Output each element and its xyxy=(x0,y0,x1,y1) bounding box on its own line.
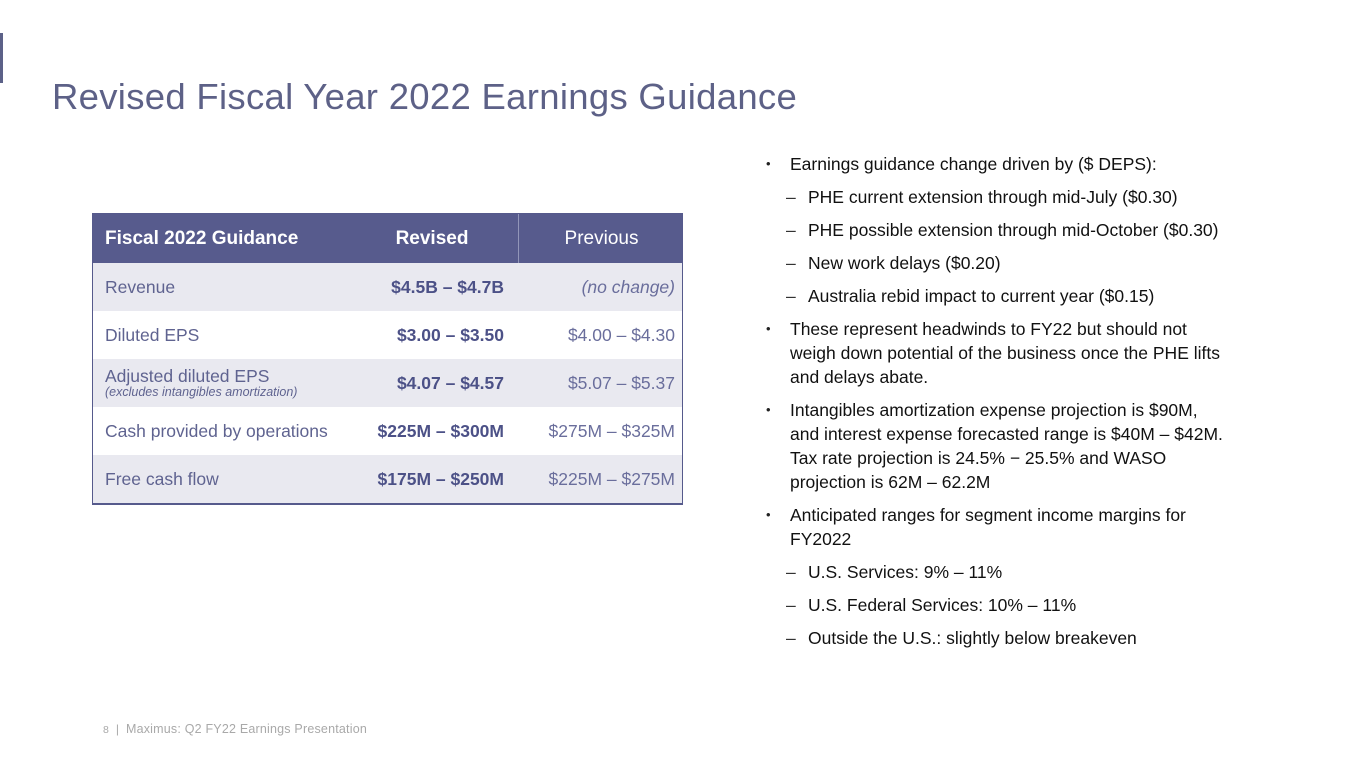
row-label: Free cash flow xyxy=(105,468,219,489)
table-body: Revenue $4.5B – $4.7B (no change) Diluted E… xyxy=(93,263,682,503)
row-label-cell: Free cash flow xyxy=(93,455,346,503)
sub-bullet-item: – PHE current extension through mid-July … xyxy=(786,185,1291,209)
previous-value-cell: $225M – $275M xyxy=(548,468,675,489)
row-label-cell: Cash provided by operations xyxy=(93,407,346,455)
bullet-item: • Earnings guidance change driven by ($ D… xyxy=(766,152,1291,176)
bullet-item: • Intangibles amortization expense projec… xyxy=(766,398,1291,494)
revised-value-cell: $225M – $300M xyxy=(377,420,504,441)
sub-bullet-item: – New work delays ($0.20) xyxy=(786,251,1291,275)
bullet-text: PHE current extension through mid-July (… xyxy=(808,187,1178,207)
table-row: Revenue $4.5B – $4.7B (no change) xyxy=(93,263,682,311)
bullet-item: • These represent headwinds to FY22 but s… xyxy=(766,317,1291,389)
revised-value-cell: $3.00 – $3.50 xyxy=(396,324,504,345)
revised-value-cell: $175M – $250M xyxy=(377,468,504,489)
slide-title: Revised Fiscal Year 2022 Earnings Guidan… xyxy=(52,76,798,118)
bullet-text: These represent headwinds to FY22 but sh… xyxy=(790,319,1220,387)
revised-value-cell: $4.5B – $4.7B xyxy=(391,276,504,297)
row-label: Cash provided by operations xyxy=(105,420,328,441)
footer-text: Maximus: Q2 FY22 Earnings Presentation xyxy=(125,722,368,736)
guidance-table: Fiscal 2022 Guidance Revised Previous Re… xyxy=(92,213,683,505)
revised-value-cell: $4.07 – $4.57 xyxy=(396,372,504,393)
bullet-text: Earnings guidance change driven by ($ DE… xyxy=(790,154,1157,174)
table-header-fiscal-guidance: Fiscal 2022 Guidance xyxy=(105,227,299,249)
bullet-dash-marker: – xyxy=(786,628,796,648)
bullet-dot-marker: • xyxy=(766,402,771,417)
bullet-dash-marker: – xyxy=(786,286,796,306)
bullet-dash-marker: – xyxy=(786,187,796,207)
sub-bullet-item: – PHE possible extension through mid-Octo… xyxy=(786,218,1291,242)
row-label: Adjusted diluted EPS xyxy=(105,365,270,386)
bullet-dash-marker: – xyxy=(786,220,796,240)
table-row: Free cash flow $175M – $250M $225M – $275M xyxy=(93,455,682,503)
bullet-dash-marker: – xyxy=(786,562,796,582)
previous-value-cell: $275M – $325M xyxy=(548,420,675,441)
table-header-row: Fiscal 2022 Guidance Revised Previous xyxy=(93,214,682,263)
bullet-dash-marker: – xyxy=(786,253,796,273)
bullet-text: U.S. Federal Services: 10% – 11% xyxy=(808,595,1077,615)
bullet-text: Anticipated ranges for segment income ma… xyxy=(790,505,1186,549)
previous-value-cell: $5.07 – $5.37 xyxy=(567,372,675,393)
bullet-text: PHE possible extension through mid-Octob… xyxy=(808,220,1219,240)
table-row: Cash provided by operations $225M – $300M… xyxy=(93,407,682,455)
sub-bullet-item: – Outside the U.S.: slightly below breake… xyxy=(786,626,1291,650)
bullet-text: Outside the U.S.: slightly below breakev… xyxy=(808,628,1137,648)
sub-bullet-item: – U.S. Federal Services: 10% – 11% xyxy=(786,593,1291,617)
row-label: Revenue xyxy=(105,276,176,297)
table-header-previous: Previous xyxy=(518,214,684,263)
bullet-dot-marker: • xyxy=(766,156,771,171)
sub-bullet-item: – U.S. Services: 9% – 11% xyxy=(786,560,1291,584)
previous-value-cell: $4.00 – $4.30 xyxy=(567,324,675,345)
bullet-list: • Earnings guidance change driven by ($ D… xyxy=(766,152,1291,659)
bullet-text: U.S. Services: 9% – 11% xyxy=(808,562,1003,582)
row-label-cell: Diluted EPS xyxy=(93,311,346,359)
previous-value-cell: (no change) xyxy=(581,276,675,297)
bullet-dot-marker: • xyxy=(766,321,771,336)
bullet-dash-marker: – xyxy=(786,595,796,615)
row-sublabel: (excludes intangibles amortization) xyxy=(105,384,298,399)
page-number: 8 xyxy=(103,724,109,736)
left-accent-bar xyxy=(0,33,3,83)
row-label-cell: Revenue xyxy=(93,263,346,311)
row-label-cell: Adjusted diluted EPS (excludes intangible… xyxy=(93,359,346,407)
slide-footer: 8 | Maximus: Q2 FY22 Earnings Presentati… xyxy=(103,722,367,736)
bullet-text: Australia rebid impact to current year (… xyxy=(808,286,1155,306)
sub-bullet-item: – Australia rebid impact to current year … xyxy=(786,284,1291,308)
bullet-text: Intangibles amortization expense project… xyxy=(790,400,1223,492)
row-label: Diluted EPS xyxy=(105,324,200,345)
table-row: Diluted EPS $3.00 – $3.50 $4.00 – $4.30 xyxy=(93,311,682,359)
bullet-dot-marker: • xyxy=(766,507,771,522)
bullet-item: • Anticipated ranges for segment income m… xyxy=(766,503,1291,551)
bullet-text: New work delays ($0.20) xyxy=(808,253,1001,273)
table-row: Adjusted diluted EPS (excludes intangible… xyxy=(93,359,682,407)
footer-separator: | xyxy=(115,722,119,736)
table-header-revised: Revised xyxy=(395,227,469,249)
